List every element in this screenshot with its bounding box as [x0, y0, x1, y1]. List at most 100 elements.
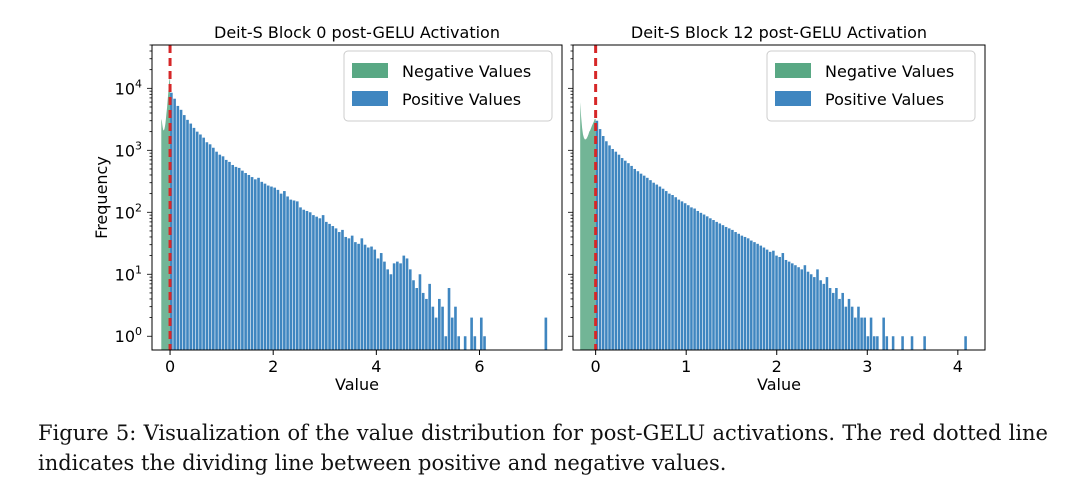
positive-bar: [354, 242, 357, 350]
positive-bar: [762, 247, 766, 350]
positive-bar: [392, 263, 396, 350]
positive-bar: [257, 177, 260, 350]
positive-bar: [389, 274, 393, 350]
positive-bar: [857, 306, 860, 350]
axes-frame: [151, 44, 563, 351]
positive-bar: [781, 253, 785, 350]
positive-bar: [693, 208, 696, 350]
positive-bar: [215, 151, 218, 350]
positive-bar: [408, 269, 412, 350]
positive-bar: [431, 306, 435, 350]
positive-bar: [605, 141, 608, 350]
legend: Negative Values Positive Values: [766, 50, 976, 122]
positive-bar: [630, 165, 633, 350]
positive-bar: [791, 263, 794, 350]
positive-bar: [218, 154, 222, 350]
positive-bar: [208, 144, 212, 350]
positive-bar: [483, 336, 486, 350]
positive-bar: [173, 98, 176, 350]
positive-bar: [244, 173, 247, 350]
positive-bar: [803, 265, 807, 350]
positive-bar: [399, 263, 402, 350]
positive-bar: [819, 280, 822, 350]
positive-bar: [847, 298, 851, 350]
positive-bar: [598, 129, 602, 350]
positive-bar: [434, 317, 438, 350]
positive-bar: [923, 336, 926, 350]
positive-bar: [308, 212, 312, 350]
positive-bar: [866, 336, 870, 350]
positive-bar: [195, 131, 199, 350]
positive-bar: [312, 215, 315, 350]
y-tick-label: 104: [115, 77, 142, 98]
chart-title: Deit-S Block 0 post-GELU Activation: [214, 23, 500, 42]
y-tick-label: 101: [115, 263, 142, 284]
positive-bar: [438, 298, 441, 350]
positive-bar: [186, 119, 189, 350]
positive-bar: [344, 236, 348, 350]
x-tick-label: 4: [953, 357, 963, 376]
negative-distribution: [161, 79, 171, 351]
positive-bar: [854, 317, 857, 350]
positive-bar: [778, 256, 781, 350]
positive-bar: [276, 189, 280, 350]
positive-bar: [677, 199, 681, 350]
positive-bar: [809, 274, 813, 350]
positive-bar: [379, 253, 383, 350]
positive-bar: [649, 180, 652, 350]
positive-bar: [658, 186, 662, 350]
positive-bar: [479, 317, 483, 350]
positive-bar: [617, 154, 621, 350]
legend: Negative Values Positive Values: [343, 50, 553, 122]
positive-bar: [189, 123, 193, 350]
positive-bar: [712, 220, 715, 350]
positive-bar: [620, 158, 624, 350]
positive-bar: [759, 245, 763, 350]
positive-bar: [318, 218, 322, 350]
positive-bar: [321, 215, 325, 350]
positive-bar: [341, 229, 344, 350]
legend-swatch: [775, 63, 811, 78]
positive-bar: [668, 193, 671, 350]
positive-bar: [376, 258, 380, 350]
positive-bar: [822, 283, 826, 350]
positive-bar: [863, 317, 867, 350]
positive-bar: [295, 201, 299, 350]
legend-label: Positive Values: [825, 90, 944, 109]
positive-bar: [724, 226, 728, 350]
positive-bar: [595, 120, 599, 350]
positive-bar: [444, 336, 448, 350]
positive-bar: [850, 306, 854, 350]
x-axis-label: Value: [335, 375, 379, 394]
positive-bar: [202, 137, 205, 350]
positive-bar: [373, 249, 377, 350]
positive-bar: [825, 277, 829, 350]
positive-bar: [765, 249, 769, 350]
positive-bar: [806, 271, 810, 350]
positive-bar: [772, 250, 775, 350]
positive-bar: [457, 336, 461, 350]
positive-bar: [383, 261, 386, 350]
positive-bar: [768, 251, 772, 350]
positive-bar: [205, 142, 209, 350]
positive-bar: [325, 221, 328, 350]
positive-bar: [428, 283, 431, 350]
positive-bar: [412, 280, 415, 350]
positive-bar: [746, 238, 750, 350]
positive-bar: [734, 232, 737, 350]
positive-bar: [743, 236, 747, 350]
positive-bar: [652, 182, 655, 350]
positive-bar: [642, 175, 646, 350]
positive-bar: [366, 247, 370, 350]
chart-panel-0: 0 2 4 6 100 101 102 103 104 Deit-S Block 0 post-G…: [92, 23, 563, 394]
positive-bar: [627, 163, 630, 350]
positive-bar: [797, 267, 800, 350]
positive-bar: [709, 218, 712, 350]
positive-bar: [737, 233, 740, 350]
positive-bar: [775, 255, 778, 350]
positive-bar: [727, 228, 731, 350]
y-tick-label: 100: [115, 325, 142, 346]
positive-bar: [450, 317, 454, 350]
positive-bar: [740, 235, 744, 350]
